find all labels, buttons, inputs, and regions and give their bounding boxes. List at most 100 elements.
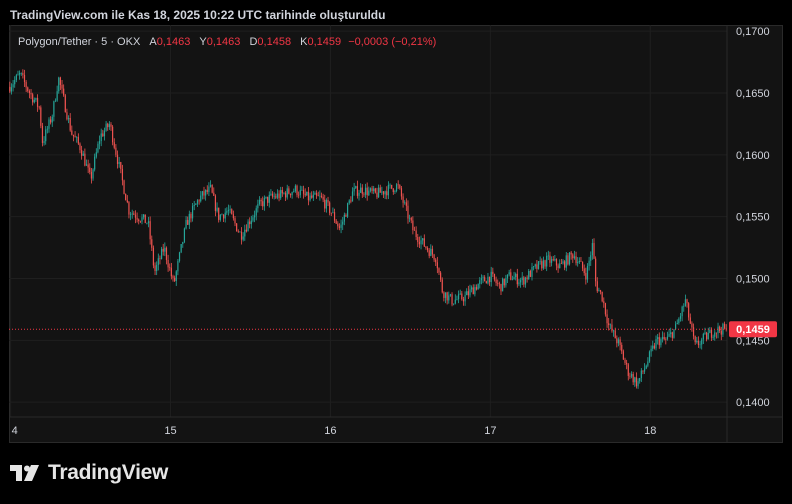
candle-body <box>317 195 319 197</box>
candle-body <box>309 195 311 201</box>
candle-body <box>249 221 251 225</box>
candle-body <box>614 330 616 339</box>
candle-body <box>369 188 372 191</box>
candle-body <box>492 271 494 274</box>
candle-body <box>480 278 483 281</box>
candle-body <box>484 277 486 282</box>
candle-body <box>581 261 584 269</box>
candle-body <box>54 100 57 102</box>
candle-body <box>242 236 244 240</box>
candle-body <box>506 274 509 279</box>
candle-body <box>33 99 35 103</box>
candle-body <box>526 277 528 280</box>
candle-body <box>58 77 60 92</box>
candle-body <box>575 256 577 264</box>
candle-body <box>704 332 706 334</box>
candle-body <box>500 283 502 292</box>
candle-body <box>621 344 623 352</box>
candle-body <box>505 278 507 286</box>
candle-body <box>577 262 579 264</box>
candle-body <box>572 254 574 259</box>
candle-body <box>681 306 683 317</box>
candle-body <box>381 191 383 193</box>
candle-body <box>165 247 168 260</box>
candle-body <box>585 273 587 280</box>
candle-body <box>342 221 344 225</box>
candle-body <box>438 268 440 273</box>
candle-body <box>606 314 608 324</box>
candle-body <box>22 73 24 75</box>
close-value: 0,1459 <box>307 36 342 48</box>
candle-body <box>720 330 722 335</box>
candle-body <box>198 200 200 202</box>
candle-body <box>418 241 421 245</box>
candle-body <box>440 272 442 280</box>
candle-body <box>81 150 83 156</box>
candle-body <box>38 106 40 108</box>
y-tick-label: 0,1500 <box>736 274 770 286</box>
candle-body <box>578 261 580 263</box>
candle-body <box>462 299 465 302</box>
tradingview-logo-icon[interactable] <box>10 465 40 481</box>
candle-body <box>224 212 226 219</box>
candle-body <box>56 91 58 101</box>
y-tick-label: 0,1450 <box>736 335 770 347</box>
candle-body <box>360 187 362 193</box>
candle-body <box>180 243 182 253</box>
candle-body <box>283 193 285 194</box>
candle-body <box>634 377 636 383</box>
candle-body <box>265 196 267 199</box>
candle-body <box>386 191 388 196</box>
candle-body <box>92 169 94 179</box>
open-label: A <box>149 36 157 48</box>
candle-body <box>521 277 523 281</box>
candle-body <box>617 339 620 344</box>
candle-body <box>710 329 713 338</box>
candle-body <box>276 193 279 198</box>
candle-body <box>534 264 536 267</box>
candle-body <box>404 202 406 204</box>
candle-body <box>531 266 533 277</box>
candle-body <box>9 86 11 92</box>
price-chart[interactable]: 0,17000,16500,16000,15500,15000,14500,14… <box>9 25 783 443</box>
candle-body <box>663 336 665 340</box>
chart-panel[interactable] <box>9 25 783 443</box>
candle-body <box>175 271 177 281</box>
candle-body <box>306 191 308 196</box>
symbol-label[interactable]: Polygon/Tether · 5 · OKX <box>18 36 141 48</box>
candle-body <box>116 154 119 164</box>
candle-body <box>529 270 531 277</box>
candle-body <box>699 344 701 346</box>
candle-body <box>350 200 352 202</box>
candle-body <box>170 267 172 277</box>
candle-body <box>10 87 13 92</box>
candle-body <box>221 214 223 216</box>
candle-body <box>686 299 688 304</box>
x-tick-label: 17 <box>484 425 496 437</box>
candle-body <box>653 345 655 349</box>
candle-body <box>315 193 318 196</box>
candle-body <box>714 332 716 337</box>
candle-body <box>391 184 393 189</box>
candle-body <box>495 279 497 284</box>
candle-body <box>74 136 76 138</box>
candle-body <box>515 273 517 278</box>
candle-body <box>289 193 292 196</box>
candle-body <box>333 212 336 221</box>
candle-body <box>482 277 484 279</box>
candle-body <box>511 279 514 281</box>
candle-body <box>640 370 642 378</box>
candle-body <box>185 220 187 229</box>
high-value: 0,1463 <box>206 36 241 48</box>
candle-body <box>213 192 215 196</box>
candle-body <box>583 268 585 274</box>
brand-name[interactable]: TradingView <box>48 461 169 484</box>
candle-body <box>36 97 39 107</box>
candle-body <box>85 164 88 166</box>
low-label: D <box>249 36 258 48</box>
candle-body <box>552 259 554 261</box>
candle-body <box>17 74 19 76</box>
candle-body <box>76 137 78 138</box>
candle-body <box>244 229 246 237</box>
candle-body <box>580 261 582 262</box>
